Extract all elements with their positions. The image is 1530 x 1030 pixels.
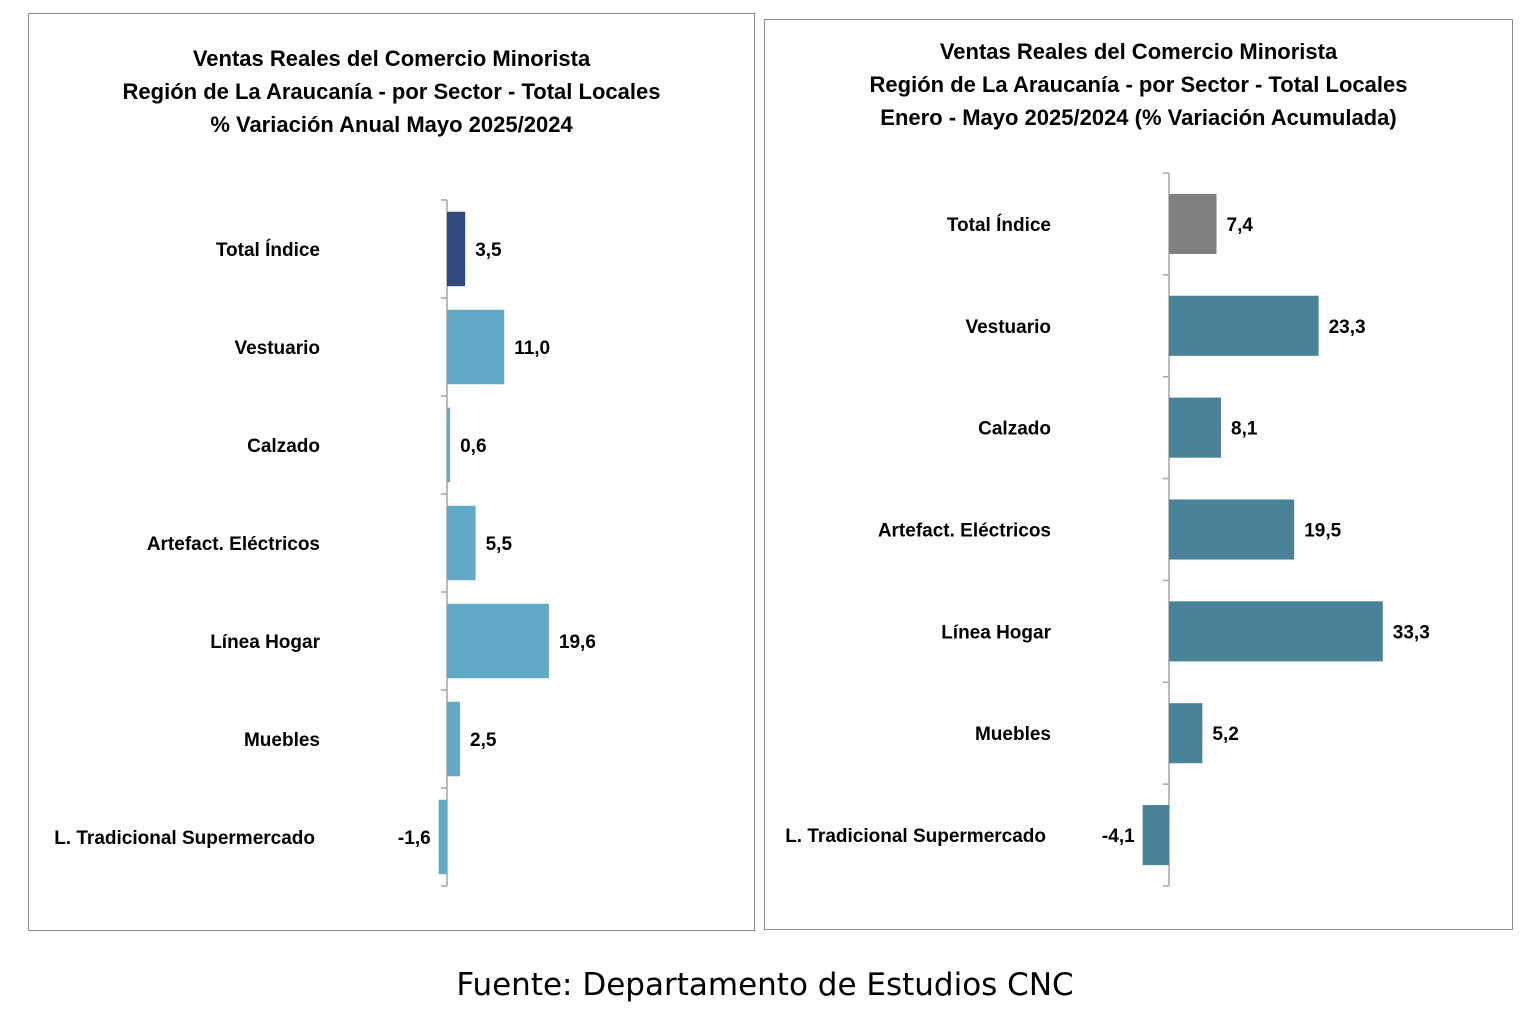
bar-4 <box>447 505 476 581</box>
category-label-6: Muebles <box>244 730 320 751</box>
data-label-1: 7,4 <box>1227 215 1254 236</box>
data-label-5: 33,3 <box>1393 622 1430 643</box>
category-label-5: Línea Hogar <box>941 622 1051 643</box>
category-label-4: Artefact. Eléctricos <box>147 534 320 555</box>
data-label-2: 23,3 <box>1329 317 1366 338</box>
bar-7 <box>438 799 447 875</box>
data-label-7: -4,1 <box>1102 826 1135 847</box>
data-label-3: 8,1 <box>1231 419 1258 440</box>
chart-title: Ventas Reales del Comercio Minorista Reg… <box>29 42 754 141</box>
category-label-3: Calzado <box>978 419 1051 440</box>
source-note: Fuente: Departamento de Estudios CNC <box>456 967 1074 1003</box>
category-label-3: Calzado <box>247 436 320 457</box>
category-label-2: Vestuario <box>234 338 320 359</box>
bar-6 <box>1169 703 1203 764</box>
category-label-7: L. Tradicional Supermercado <box>785 826 1046 847</box>
data-label-3: 0,6 <box>460 436 486 457</box>
data-label-6: 5,2 <box>1212 724 1238 745</box>
data-label-7: -1,6 <box>398 828 431 849</box>
category-label-2: Vestuario <box>965 317 1051 338</box>
bar-3 <box>447 407 451 483</box>
chart-panel-anual: Ventas Reales del Comercio Minorista Reg… <box>28 13 755 931</box>
bar-5 <box>1169 601 1383 662</box>
bar-chart-acumulada: Total Índice 7,4 Vestuario 23,3 Calzado 8,1 Ar… <box>785 172 1430 887</box>
data-label-5: 19,6 <box>559 632 596 653</box>
chart-title: Ventas Reales del Comercio Minorista Reg… <box>765 35 1512 134</box>
chart-title-line-2: Región de La Araucanía - por Sector - To… <box>869 72 1408 97</box>
chart-title-line-1: Ventas Reales del Comercio Minorista <box>939 39 1338 64</box>
bar-6 <box>447 701 460 777</box>
chart-title-line-3: Enero - Mayo 2025/2024 (% Variación Acum… <box>880 105 1397 130</box>
chart-panel-acumulada: Ventas Reales del Comercio Minorista Reg… <box>764 19 1513 930</box>
bar-1 <box>1169 193 1217 254</box>
bar-7 <box>1142 805 1169 866</box>
chart-title-line-3: % Variación Anual Mayo 2025/2024 <box>210 112 573 137</box>
bar-2 <box>447 309 505 385</box>
bar-3 <box>1169 397 1222 458</box>
bar-4 <box>1169 499 1295 560</box>
data-label-2: 11,0 <box>514 338 550 359</box>
data-label-4: 19,5 <box>1304 521 1341 542</box>
chart-title-line-2: Región de La Araucanía - por Sector - To… <box>122 79 661 104</box>
data-label-6: 2,5 <box>470 730 497 751</box>
data-label-1: 3,5 <box>475 240 502 261</box>
category-label-5: Línea Hogar <box>210 632 320 653</box>
category-label-6: Muebles <box>975 724 1051 745</box>
bar-chart-anual: Total Índice 3,5 Vestuario 11,0 Calzado 0,6 Ar… <box>54 199 596 887</box>
category-label-7: L. Tradicional Supermercado <box>54 828 315 849</box>
bar-5 <box>447 603 549 679</box>
bar-2 <box>1169 295 1319 356</box>
category-label-4: Artefact. Eléctricos <box>878 521 1051 542</box>
data-label-4: 5,5 <box>486 534 513 555</box>
category-label-1: Total Índice <box>947 214 1051 236</box>
category-label-1: Total Índice <box>216 239 320 261</box>
chart-title-line-1: Ventas Reales del Comercio Minorista <box>192 46 591 71</box>
bar-1 <box>447 211 466 287</box>
